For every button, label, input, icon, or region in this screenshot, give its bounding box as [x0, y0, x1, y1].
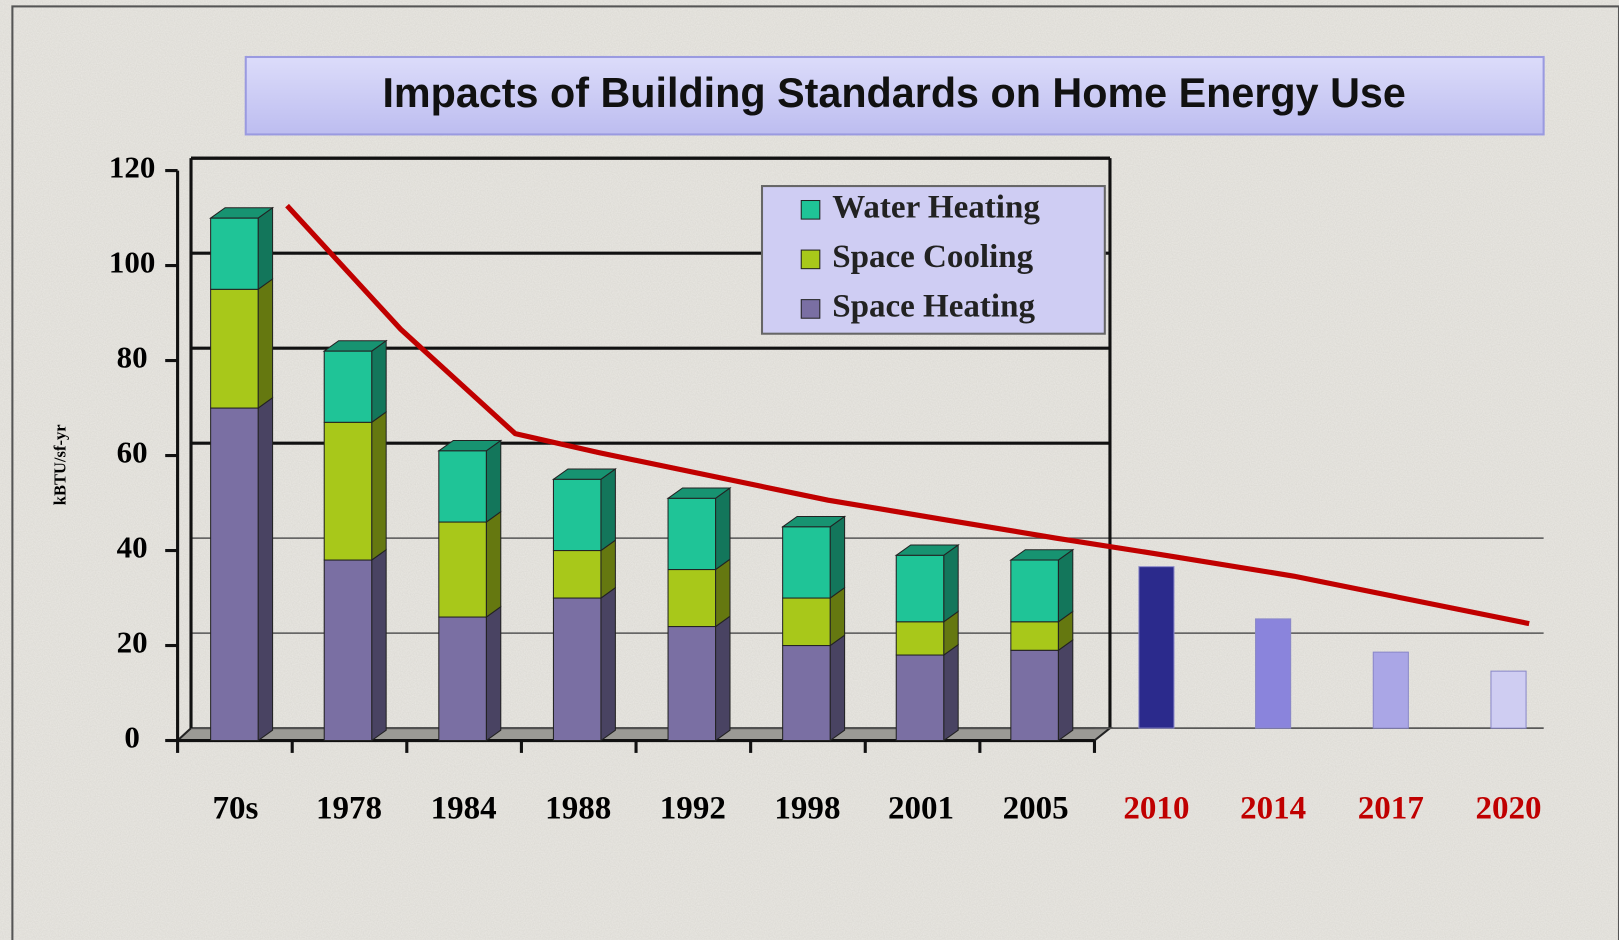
floor — [174, 727, 1113, 742]
bar-top — [209, 207, 275, 219]
legend-swatch — [800, 299, 821, 319]
bar-top — [1009, 549, 1075, 561]
bar-side — [715, 558, 731, 628]
x-tick-label: 2005 — [1003, 790, 1069, 826]
bar-side — [600, 586, 616, 742]
projection-bar — [1138, 566, 1175, 729]
bar-segment — [1010, 649, 1059, 742]
x-tick-label: 2001 — [888, 790, 954, 826]
plot: 0 20 40 60 80 100 120 70s 1978 1984 1988 1992 1998 20… — [109, 150, 1544, 826]
bar-segment — [438, 616, 487, 742]
chart-title: Impacts of Building Standards on Home En… — [382, 70, 1405, 116]
bar-segment — [782, 526, 831, 599]
bar-segment — [552, 478, 602, 552]
bar-segment — [210, 217, 259, 290]
projection-bar — [1372, 651, 1409, 729]
bar-segment — [1010, 559, 1059, 623]
y-tick-label: 120 — [109, 150, 155, 185]
bar-segment — [782, 597, 831, 647]
trend-line — [285, 203, 1530, 627]
bar-segment — [667, 569, 717, 628]
y-tick-label: 80 — [117, 340, 148, 375]
bar-segment — [1010, 621, 1059, 651]
x-tick-label: 2014 — [1240, 790, 1306, 826]
bar-segment — [323, 350, 373, 423]
bar-top — [781, 515, 847, 528]
bar-top — [322, 340, 388, 352]
y-tick-label: 20 — [117, 625, 148, 660]
x-tick-label: 1978 — [316, 790, 382, 826]
bar-segment — [667, 497, 717, 571]
x-tick-label: 1984 — [431, 790, 497, 826]
bar-side — [600, 467, 616, 552]
bar-segment — [210, 288, 259, 409]
bar-side — [1057, 638, 1074, 742]
bar-segment — [323, 559, 373, 742]
bar-segment — [895, 554, 945, 623]
bar-top — [666, 487, 732, 499]
legend-label: Space Cooling — [832, 239, 1033, 275]
x-tick-label: 1988 — [545, 790, 611, 826]
bar-side — [943, 543, 959, 623]
bar-side — [715, 486, 731, 571]
bar-side — [257, 277, 274, 410]
y-tick-label: 40 — [117, 530, 148, 565]
bar-side — [829, 634, 846, 742]
y-tick-label: 60 — [117, 435, 148, 470]
legend-swatch — [800, 199, 821, 220]
legend: Water Heating Space Cooling Space Heating — [760, 185, 1106, 335]
bar-side — [371, 339, 387, 424]
legend-swatch — [800, 249, 821, 270]
bar-top — [894, 544, 960, 556]
bar-segment — [667, 626, 717, 742]
bar-segment — [895, 621, 945, 656]
bar-segment — [895, 654, 945, 742]
bar-segment — [782, 645, 831, 742]
bar-segment — [210, 407, 259, 742]
bar-side — [257, 206, 274, 291]
x-tick-label: 2017 — [1358, 790, 1424, 826]
projection-bar — [1255, 618, 1292, 729]
y-tick-label: 100 — [109, 245, 155, 280]
bar-side — [485, 510, 502, 619]
legend-label: Space Heating — [832, 289, 1035, 325]
x-tick-label: 2020 — [1475, 790, 1541, 826]
bar-side — [371, 410, 387, 562]
x-tick-label: 2010 — [1123, 790, 1189, 826]
title-box — [244, 55, 1545, 136]
bar-segment — [552, 597, 602, 742]
bar-segment — [438, 450, 487, 523]
bar-top — [437, 439, 503, 452]
bar-side — [485, 605, 502, 742]
bar-side — [371, 548, 387, 742]
y-tick-label: 0 — [124, 720, 139, 755]
legend-label: Water Heating — [832, 189, 1040, 225]
bar-side — [829, 515, 846, 600]
x-tick-label: 1998 — [774, 790, 840, 826]
x-tick-label: 1992 — [660, 790, 726, 826]
frame — [11, 5, 1619, 940]
bar-side — [1057, 548, 1074, 623]
bar-segment — [438, 521, 487, 618]
bar-segment — [552, 550, 602, 599]
bar-segment — [323, 421, 373, 561]
projection-bar — [1490, 670, 1527, 729]
bar-side — [485, 439, 502, 524]
bar-side — [943, 643, 959, 742]
x-tick-label: 70s — [212, 790, 258, 826]
bar-side — [257, 396, 274, 742]
y-axis-label: kBTU/sf-yr — [51, 424, 70, 505]
bar-top — [551, 468, 617, 480]
bar-side — [715, 615, 731, 742]
